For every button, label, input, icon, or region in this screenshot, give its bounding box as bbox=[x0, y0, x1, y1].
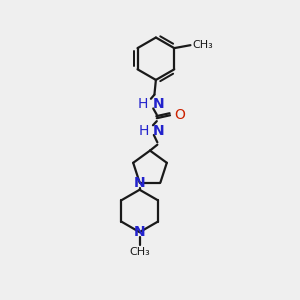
Text: CH₃: CH₃ bbox=[129, 248, 150, 257]
Text: N: N bbox=[134, 225, 146, 239]
Text: N: N bbox=[152, 97, 164, 111]
Text: O: O bbox=[174, 108, 185, 122]
Text: H: H bbox=[138, 124, 148, 138]
Text: CH₃: CH₃ bbox=[192, 40, 213, 50]
Text: N: N bbox=[134, 176, 146, 190]
Text: N: N bbox=[153, 124, 165, 138]
Text: H: H bbox=[138, 97, 148, 111]
